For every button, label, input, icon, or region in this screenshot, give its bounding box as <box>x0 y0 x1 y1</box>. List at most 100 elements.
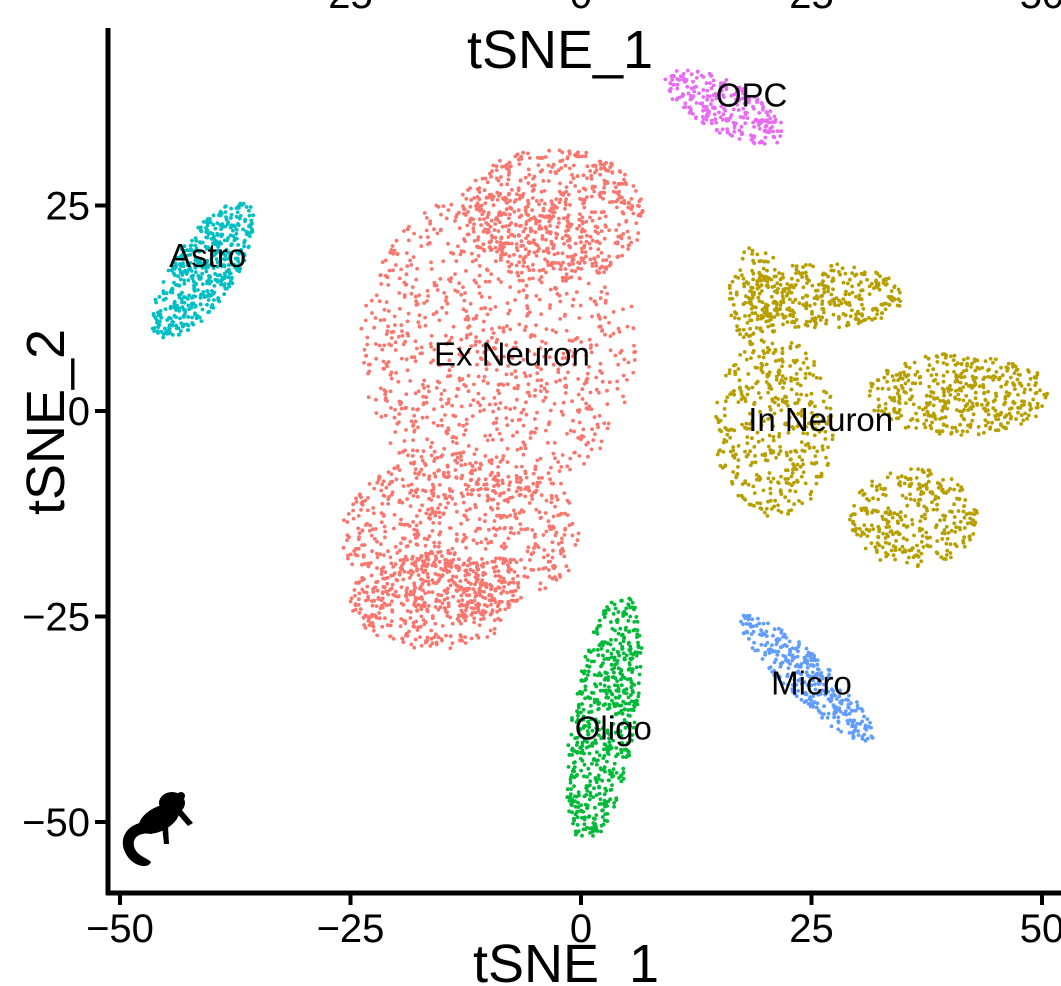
point-in-neuron <box>955 408 959 412</box>
point-ex-neuron <box>468 403 473 408</box>
point-ex-neuron <box>445 570 450 575</box>
point-ex-neuron <box>572 351 576 355</box>
point-ex-neuron <box>506 259 510 264</box>
point-in-neuron <box>870 308 875 312</box>
point-in-neuron <box>799 271 804 276</box>
point-in-neuron <box>762 310 767 315</box>
point-ex-neuron <box>483 279 488 284</box>
point-in-neuron <box>852 503 856 508</box>
point-in-neuron <box>926 412 931 417</box>
point-in-neuron <box>762 419 766 423</box>
point-ex-neuron <box>475 349 480 354</box>
point-in-neuron <box>774 306 779 310</box>
point-in-neuron <box>826 418 831 423</box>
point-ex-neuron <box>546 251 551 255</box>
point-ex-neuron <box>570 268 574 273</box>
point-ex-neuron <box>490 169 494 174</box>
point-ex-neuron <box>521 278 525 283</box>
point-in-neuron <box>850 520 855 525</box>
point-opc <box>764 123 769 128</box>
point-ex-neuron <box>384 589 389 594</box>
point-ex-neuron <box>418 235 423 240</box>
point-in-neuron <box>962 515 967 520</box>
point-ex-neuron <box>539 312 543 316</box>
point-ex-neuron <box>405 319 410 324</box>
point-in-neuron <box>945 548 950 553</box>
point-ex-neuron <box>438 277 443 281</box>
point-ex-neuron <box>416 320 421 325</box>
point-ex-neuron <box>631 326 636 331</box>
point-ex-neuron <box>463 482 468 487</box>
point-ex-neuron <box>637 199 642 204</box>
point-in-neuron <box>916 501 920 506</box>
point-ex-neuron <box>419 455 424 459</box>
point-astro <box>247 224 251 229</box>
point-ex-neuron <box>362 562 367 566</box>
point-ex-neuron <box>375 551 379 556</box>
point-in-neuron <box>896 475 900 480</box>
point-ex-neuron <box>408 616 413 620</box>
point-ex-neuron <box>413 595 418 600</box>
point-in-neuron <box>856 282 861 287</box>
point-ex-neuron <box>513 198 518 202</box>
point-in-neuron <box>723 463 728 468</box>
point-in-neuron <box>930 420 934 425</box>
point-ex-neuron <box>492 228 497 232</box>
point-in-neuron <box>826 415 831 419</box>
point-ex-neuron <box>350 562 355 567</box>
point-ex-neuron <box>474 258 478 262</box>
point-in-neuron <box>986 375 991 379</box>
point-ex-neuron <box>533 417 537 421</box>
point-ex-neuron <box>380 624 385 629</box>
point-in-neuron <box>733 316 737 320</box>
point-ex-neuron <box>464 593 469 598</box>
point-ex-neuron <box>449 577 454 582</box>
point-ex-neuron <box>530 196 535 200</box>
point-ex-neuron <box>461 562 466 567</box>
point-ex-neuron <box>490 611 494 615</box>
point-ex-neuron <box>611 331 616 336</box>
point-ex-neuron <box>592 415 597 420</box>
point-ex-neuron <box>482 609 487 614</box>
point-ex-neuron <box>445 590 449 595</box>
point-ex-neuron <box>383 413 388 418</box>
point-ex-neuron <box>429 498 434 502</box>
point-in-neuron <box>916 549 921 553</box>
point-ex-neuron <box>500 164 504 169</box>
point-ex-neuron <box>472 239 477 243</box>
point-ex-neuron <box>380 569 384 573</box>
point-ex-neuron <box>518 492 523 497</box>
point-ex-neuron <box>363 318 368 323</box>
point-astro <box>212 284 217 288</box>
point-astro <box>213 277 218 282</box>
point-in-neuron <box>944 541 949 546</box>
point-ex-neuron <box>499 544 504 549</box>
point-ex-neuron <box>388 441 393 445</box>
point-in-neuron <box>910 381 915 386</box>
point-in-neuron <box>778 449 783 453</box>
point-in-neuron <box>776 508 781 513</box>
point-ex-neuron <box>377 611 381 615</box>
point-in-neuron <box>993 357 998 362</box>
point-ex-neuron <box>506 487 511 492</box>
point-ex-neuron <box>531 268 536 272</box>
point-in-neuron <box>938 399 943 403</box>
point-ex-neuron <box>594 387 599 392</box>
point-in-neuron <box>913 553 918 558</box>
point-ex-neuron <box>432 540 436 545</box>
point-ex-neuron <box>421 588 425 593</box>
point-in-neuron <box>808 263 812 267</box>
point-ex-neuron <box>360 528 365 533</box>
point-in-neuron <box>818 376 823 381</box>
point-ex-neuron <box>416 472 421 477</box>
point-ex-neuron <box>606 421 611 426</box>
point-ex-neuron <box>382 317 387 322</box>
point-ex-neuron <box>413 339 418 344</box>
point-ex-neuron <box>370 603 375 608</box>
point-ex-neuron <box>514 599 519 603</box>
point-opc <box>760 118 765 122</box>
point-in-neuron <box>784 450 789 455</box>
point-in-neuron <box>870 281 874 286</box>
point-opc <box>680 74 685 78</box>
point-in-neuron <box>789 283 794 288</box>
